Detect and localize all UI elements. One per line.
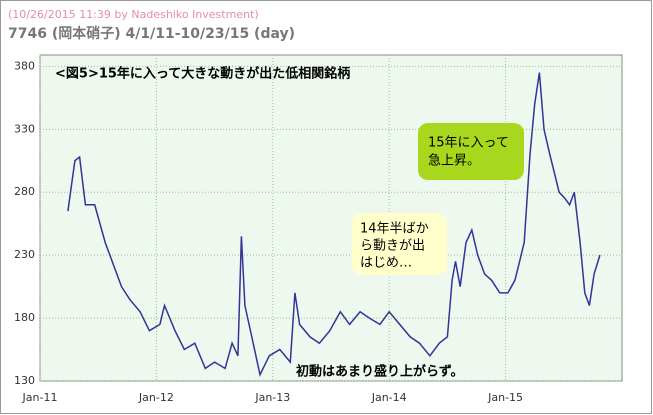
green-box-text: 急上昇。 [428,154,480,169]
yellow-box-text: ら動きが出 [360,239,425,254]
chart-subtitle: (10/26/2015 11:39 by Nadeshiko Investmen… [8,8,259,21]
chart-title: 7746 (岡本硝子) 4/1/11-10/23/15 (day) [8,25,295,42]
x-tick-label: Jan-15 [487,391,523,404]
yellow-box-text: 14年半ばか [360,222,429,237]
y-tick-label: 380 [14,59,35,72]
x-tick-label: Jan-14 [371,391,407,404]
yellow-box [352,213,447,275]
price-line [67,72,601,377]
x-tick-label: Jan-11 [22,391,58,404]
green-box [418,123,524,180]
plot-area [39,54,623,382]
y-tick-label: 180 [14,311,35,324]
green-box-text: 15年に入って [428,136,509,151]
x-tick-label: Jan-12 [138,391,174,404]
headline: <図5>15年に入って大きな動きが出た低相関銘柄 [55,66,350,82]
y-tick-label: 230 [14,248,35,261]
y-tick-label: 330 [14,122,35,135]
y-tick-label: 280 [14,185,35,198]
yellow-box-text: はじめ… [360,256,412,271]
y-tick-label: 130 [14,374,35,387]
x-tick-label: Jan-13 [254,391,290,404]
bottom-note: 初動はあまり盛り上がらず。 [296,364,463,380]
